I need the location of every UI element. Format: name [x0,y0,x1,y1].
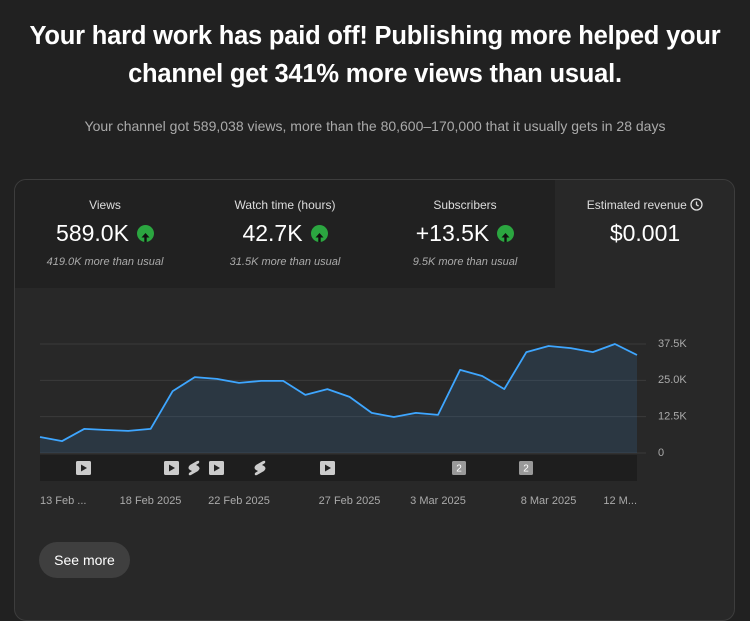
metric-tab[interactable]: Subscribers +13.5K 9.5K more than usual [375,180,556,288]
metric-label-text: Estimated revenue [586,198,687,212]
metric-delta: 31.5K more than usual [229,256,341,268]
y-tick-label: 37.5K [658,338,687,350]
see-more-button[interactable]: See more [39,542,130,578]
metric-delta: 9.5K more than usual [412,256,518,268]
short-icon [188,460,200,476]
y-tick-label: 12.5K [658,411,687,423]
x-tick-label: 27 Feb 2025 [319,495,381,507]
badge-count: 2 [523,464,529,475]
metric-label: Views [89,198,121,212]
chart: 2 2 0 12.5K 25.0K 37.5K 13 Feb ... 18 Feb 202… [39,338,687,507]
headline: Your hard work has paid off! Publishing … [29,22,721,50]
area [40,344,637,453]
short-icon [254,460,266,476]
y-tick-label: 25.0K [658,374,687,386]
card: Views 589.0K 419.0K more than usual Watc… [14,179,735,621]
x-tick-label: 12 M... [603,495,637,507]
x-tick-label: 3 Mar 2025 [410,495,466,507]
metric-value: 589.0K [56,220,129,246]
headline: channel get 341% more views than usual. [128,60,622,88]
x-tick-label: 8 Mar 2025 [521,495,577,507]
metric-tab[interactable]: Watch time (hours) 42.7K 31.5K more than… [195,180,376,288]
metric-value: 42.7K [242,220,303,246]
metric-label: Subscribers [433,198,497,212]
up-icon [310,225,328,242]
badge [452,461,466,475]
line [39,343,638,442]
x-tick-label: 22 Feb 2025 [208,495,270,507]
badge [519,461,533,475]
upload-strip [40,455,637,481]
page: Your hard work has paid off! Publishing … [14,22,735,621]
up-icon [497,225,515,242]
metric-value: $0.001 [609,220,681,246]
metric-delta: 419.0K more than usual [46,256,164,268]
clock-icon [690,198,703,211]
badge-count: 2 [456,464,462,475]
y-tick-label: 0 [658,447,664,459]
upload-icons [76,460,533,476]
metric-label: Watch time (hours) [234,198,336,212]
metric-tab[interactable]: Estimated revenue $0.001 [555,180,734,288]
metric-label: Estimated revenue [555,198,734,212]
subtitle: Your channel got 589,038 views, more tha… [84,118,666,134]
up-icon [136,225,154,242]
metric-tab[interactable]: Views 589.0K 419.0K more than usual [15,180,196,288]
metric-value: +13.5K [415,220,490,246]
x-tick-label: 18 Feb 2025 [120,495,182,507]
x-tick-label: 13 Feb ... [40,495,86,507]
